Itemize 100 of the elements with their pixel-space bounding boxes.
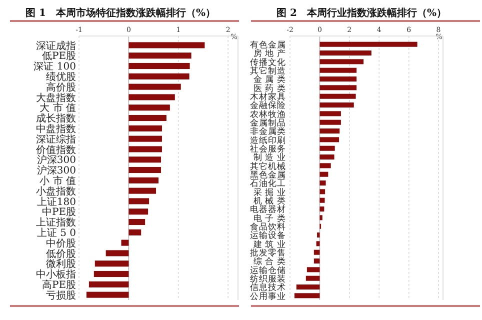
y-tick-label: 电 子 类 bbox=[253, 212, 286, 224]
bar bbox=[320, 50, 372, 56]
bar bbox=[320, 215, 322, 220]
bar bbox=[320, 180, 326, 186]
bar bbox=[121, 240, 129, 246]
y-tick-label: 沪深300 bbox=[36, 164, 76, 177]
bar bbox=[296, 284, 320, 290]
bar bbox=[94, 270, 129, 278]
bar bbox=[128, 84, 181, 90]
y-tick-label: 公用事业 bbox=[250, 290, 286, 302]
y-tick-label: 上证180 bbox=[36, 196, 76, 208]
y-tick-label: 造纸印刷 bbox=[250, 134, 286, 146]
bar bbox=[106, 250, 129, 256]
bar bbox=[128, 42, 205, 48]
bar bbox=[128, 62, 190, 70]
bar bbox=[320, 76, 357, 82]
bar bbox=[128, 146, 162, 152]
bar bbox=[320, 42, 418, 47]
bar bbox=[294, 293, 320, 298]
bar bbox=[320, 94, 356, 99]
y-tick-label: 成长指数 bbox=[36, 112, 76, 125]
y-tick-label: 综 合 类 bbox=[253, 256, 286, 268]
y-tick-label: 黑色金属 bbox=[250, 169, 286, 180]
y-tick-label: 金属制品 bbox=[250, 117, 286, 128]
y-tick-label: 中盘指数 bbox=[36, 123, 76, 135]
bar bbox=[320, 172, 328, 177]
bar bbox=[128, 73, 190, 80]
y-tick-label: 信息技术 bbox=[250, 282, 286, 294]
y-tick-label: 房 地 产 bbox=[253, 48, 286, 60]
bar bbox=[306, 267, 320, 272]
y-tick-label: 金 属 类 bbox=[253, 74, 286, 86]
y-tick-label: 批发零售 bbox=[250, 247, 286, 258]
y-tick-label: 石油化工 bbox=[250, 178, 286, 190]
y-tick-label: 上证 5 0 bbox=[36, 227, 76, 239]
y-tick-label: 非金属类 bbox=[250, 126, 286, 138]
bar bbox=[128, 136, 162, 142]
y-tick-label: 亏损股 bbox=[46, 289, 76, 302]
bar bbox=[320, 206, 324, 212]
bar bbox=[320, 198, 325, 203]
bar bbox=[128, 218, 146, 226]
bar bbox=[314, 250, 320, 255]
y-tick-label: 深证 100 bbox=[34, 60, 76, 73]
bar bbox=[86, 292, 129, 298]
bar bbox=[320, 59, 364, 64]
y-tick-label: 大 市 值 bbox=[40, 102, 76, 114]
y-tick-label: 制 造 业 bbox=[253, 152, 286, 164]
y-tick-label: 采 掘 业 bbox=[253, 186, 286, 198]
bar bbox=[320, 146, 335, 151]
bar bbox=[306, 276, 320, 281]
y-tick-label: 中PE股 bbox=[42, 206, 76, 218]
bar bbox=[128, 94, 175, 100]
y-tick-label: 深证综指 bbox=[36, 133, 76, 146]
bar bbox=[320, 111, 341, 116]
y-tick-label: 低PE股 bbox=[42, 51, 76, 62]
y-tick-label: 价值指数 bbox=[35, 144, 76, 156]
y-tick-label: 高价股 bbox=[46, 81, 76, 94]
y-tick-label: 绩优股 bbox=[46, 71, 76, 83]
y-tick-label: 传播文化 bbox=[250, 56, 286, 68]
bar bbox=[320, 68, 357, 73]
y-tick-label: 小盘指数 bbox=[36, 185, 76, 198]
bar bbox=[128, 188, 156, 194]
y-tick-label: 运输仓储 bbox=[250, 264, 286, 276]
y-tick-label: 低价股 bbox=[46, 248, 76, 260]
bar bbox=[320, 137, 340, 142]
bar bbox=[314, 258, 320, 264]
chart-title: 图 1 本周市场特征指数涨跌幅排行（%） bbox=[26, 7, 216, 19]
y-tick-label: 社会服务 bbox=[250, 143, 286, 154]
bar bbox=[320, 154, 334, 160]
y-tick-label: 中价股 bbox=[46, 237, 76, 250]
bar bbox=[128, 125, 162, 132]
y-tick-label: 其它机械 bbox=[250, 160, 286, 172]
y-tick-label: 机 械 类 bbox=[253, 195, 286, 206]
y-tick-label: 高PE股 bbox=[42, 279, 76, 291]
bar bbox=[128, 198, 150, 204]
y-tick-label: 木材家具 bbox=[250, 91, 286, 102]
y-tick-label: 电器器材 bbox=[250, 204, 286, 216]
y-tick-label: 其它制造 bbox=[250, 65, 286, 76]
y-tick-label: 建 筑 业 bbox=[252, 238, 286, 250]
y-tick-label: 农林牧渔 bbox=[250, 108, 286, 120]
bar bbox=[128, 177, 158, 184]
y-tick-label: 微利股 bbox=[46, 258, 76, 270]
bar bbox=[128, 104, 170, 111]
bar bbox=[320, 163, 331, 168]
y-tick-label: 医 药 类 bbox=[253, 82, 286, 94]
bar bbox=[128, 156, 161, 163]
bar bbox=[128, 229, 142, 236]
y-tick-label: 深证成指 bbox=[36, 40, 76, 52]
bar bbox=[128, 114, 166, 122]
y-tick-label: 运输设备 bbox=[250, 230, 286, 242]
bar bbox=[320, 189, 326, 194]
bar bbox=[128, 166, 161, 174]
bar bbox=[128, 52, 192, 59]
bar bbox=[128, 208, 148, 215]
chart-title: 图 2 本周行业指数涨跌幅排行（%） bbox=[276, 7, 446, 19]
bar bbox=[320, 128, 340, 134]
bar bbox=[320, 85, 357, 90]
bar bbox=[88, 281, 129, 288]
y-tick-label: 小 市 值 bbox=[40, 175, 76, 187]
y-tick-label: 大盘指数 bbox=[36, 92, 76, 104]
y-tick-label: 中小板指 bbox=[36, 268, 76, 281]
